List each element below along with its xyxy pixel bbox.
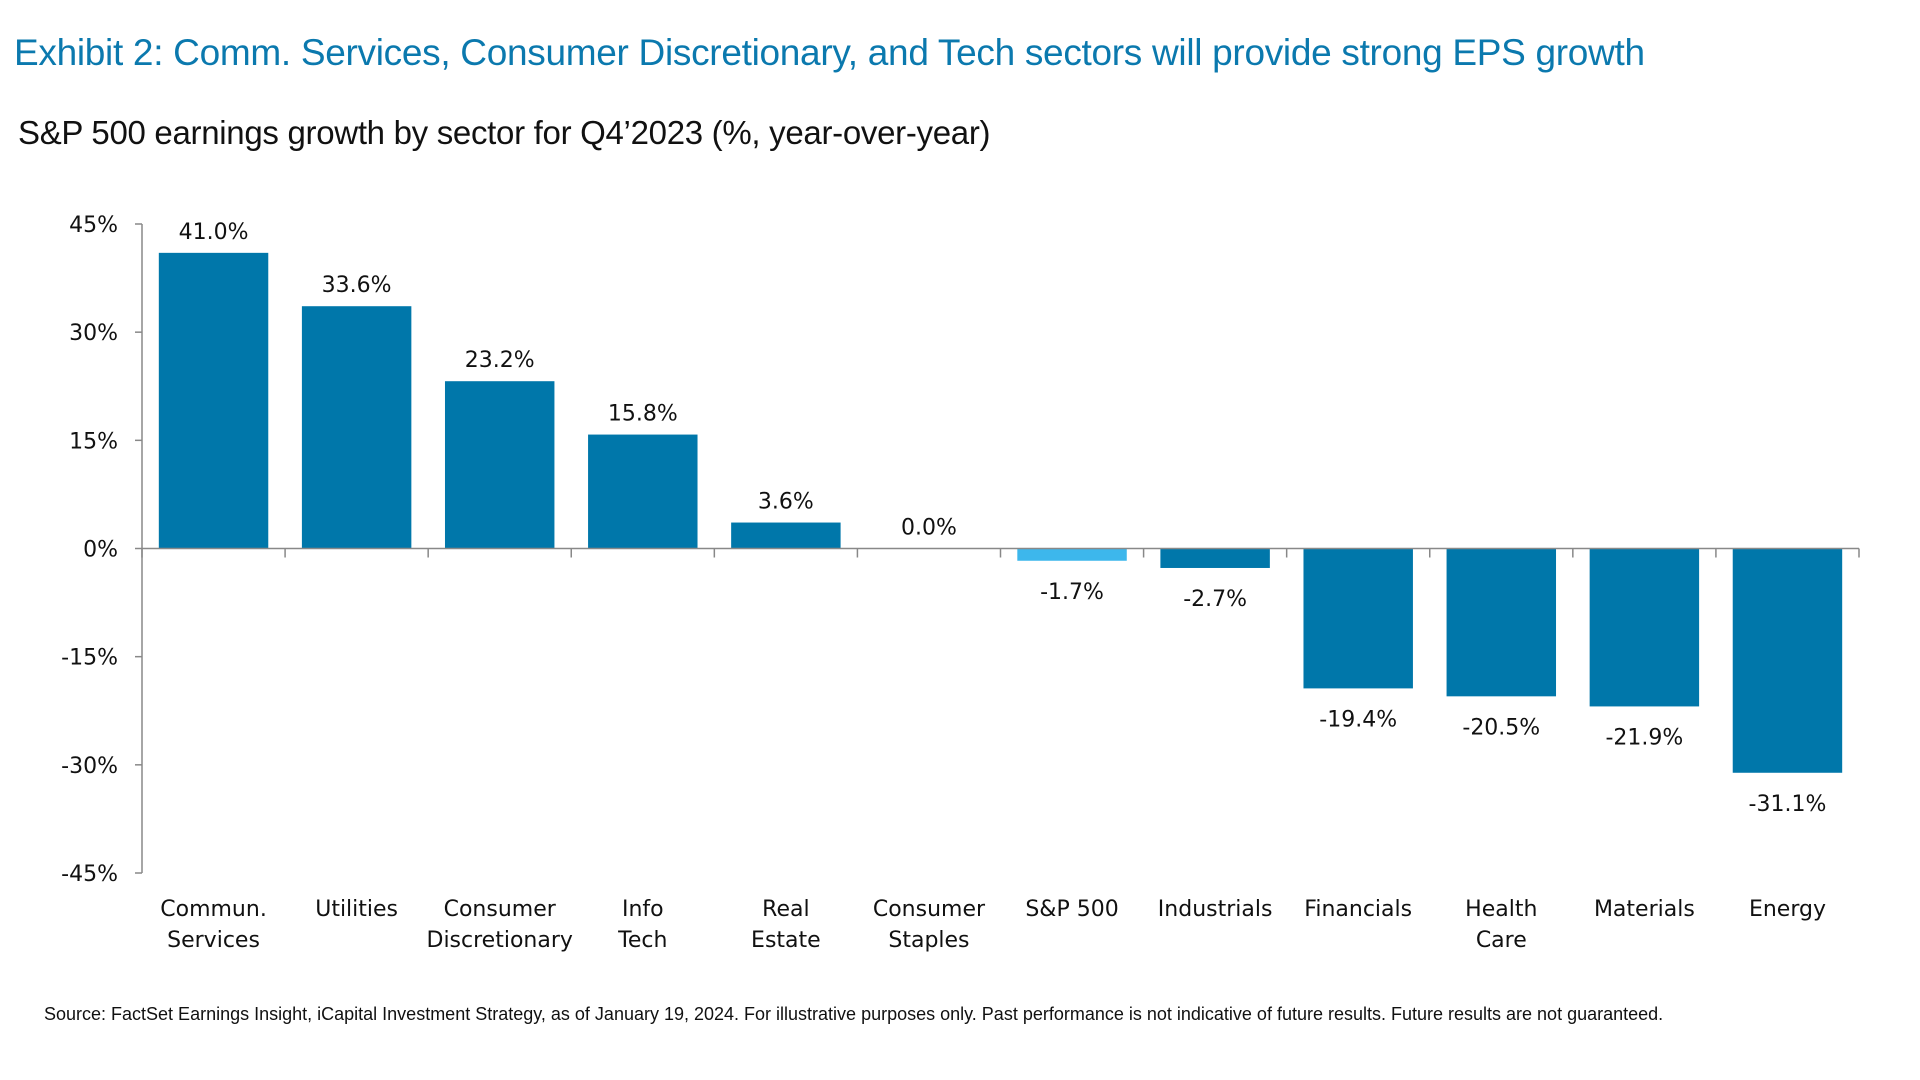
data-label: 0.0% bbox=[901, 516, 957, 541]
bar-utilities bbox=[301, 306, 412, 549]
category-label: Discretionary bbox=[427, 928, 573, 953]
data-label: -31.1% bbox=[1749, 792, 1827, 817]
category-label: Consumer bbox=[444, 897, 557, 922]
bar-info-tech bbox=[588, 434, 698, 549]
data-label: 41.0% bbox=[179, 220, 249, 245]
data-label: 23.2% bbox=[465, 348, 535, 373]
category-label: Info bbox=[622, 897, 664, 922]
category-label: Health bbox=[1465, 897, 1537, 922]
bar-materials bbox=[1589, 548, 1700, 707]
data-label: -20.5% bbox=[1462, 715, 1540, 740]
data-label: -19.4% bbox=[1319, 707, 1397, 732]
data-label: -1.7% bbox=[1040, 580, 1104, 605]
y-tick-label: -45% bbox=[61, 862, 118, 887]
category-label: Real bbox=[762, 897, 809, 922]
bar-consumer-discretionary bbox=[444, 381, 555, 549]
bar-commun-services bbox=[158, 252, 269, 549]
category-label: Staples bbox=[888, 928, 969, 953]
category-label: Materials bbox=[1594, 897, 1695, 922]
source-note: Source: FactSet Earnings Insight, iCapit… bbox=[44, 1004, 1664, 1024]
data-label: 15.8% bbox=[608, 402, 678, 427]
category-label: Consumer bbox=[873, 897, 986, 922]
category-label: Utilities bbox=[315, 897, 398, 922]
category-label: Financials bbox=[1304, 897, 1412, 922]
y-tick-label: 45% bbox=[69, 213, 118, 238]
bar-industrials bbox=[1160, 548, 1270, 568]
bar-s-p-500 bbox=[1017, 548, 1127, 561]
bar-financials bbox=[1303, 548, 1413, 689]
data-label: -21.9% bbox=[1605, 725, 1683, 750]
category-label: Care bbox=[1476, 928, 1527, 953]
bar-health-care bbox=[1446, 548, 1557, 697]
y-tick-label: -15% bbox=[61, 646, 118, 671]
y-tick-label: 0% bbox=[83, 538, 118, 563]
chart-subtitle: S&P 500 earnings growth by sector for Q4… bbox=[18, 114, 991, 151]
category-label: Estate bbox=[751, 928, 821, 953]
category-label: Tech bbox=[617, 928, 667, 953]
chart-title: Exhibit 2: Comm. Services, Consumer Disc… bbox=[14, 32, 1645, 73]
category-label: Industrials bbox=[1158, 897, 1273, 922]
category-label: Energy bbox=[1749, 897, 1826, 922]
y-tick-label: -30% bbox=[61, 754, 118, 779]
data-label: 33.6% bbox=[322, 273, 392, 298]
data-label: -2.7% bbox=[1183, 587, 1247, 612]
y-tick-label: 30% bbox=[69, 321, 118, 346]
category-label: Services bbox=[167, 928, 260, 953]
bar-real-estate bbox=[731, 522, 841, 549]
category-label: Commun. bbox=[160, 897, 267, 922]
y-tick-label: 15% bbox=[69, 429, 118, 454]
data-label: 3.6% bbox=[758, 490, 814, 515]
bar-energy bbox=[1732, 548, 1843, 773]
category-label: S&P 500 bbox=[1025, 897, 1118, 922]
